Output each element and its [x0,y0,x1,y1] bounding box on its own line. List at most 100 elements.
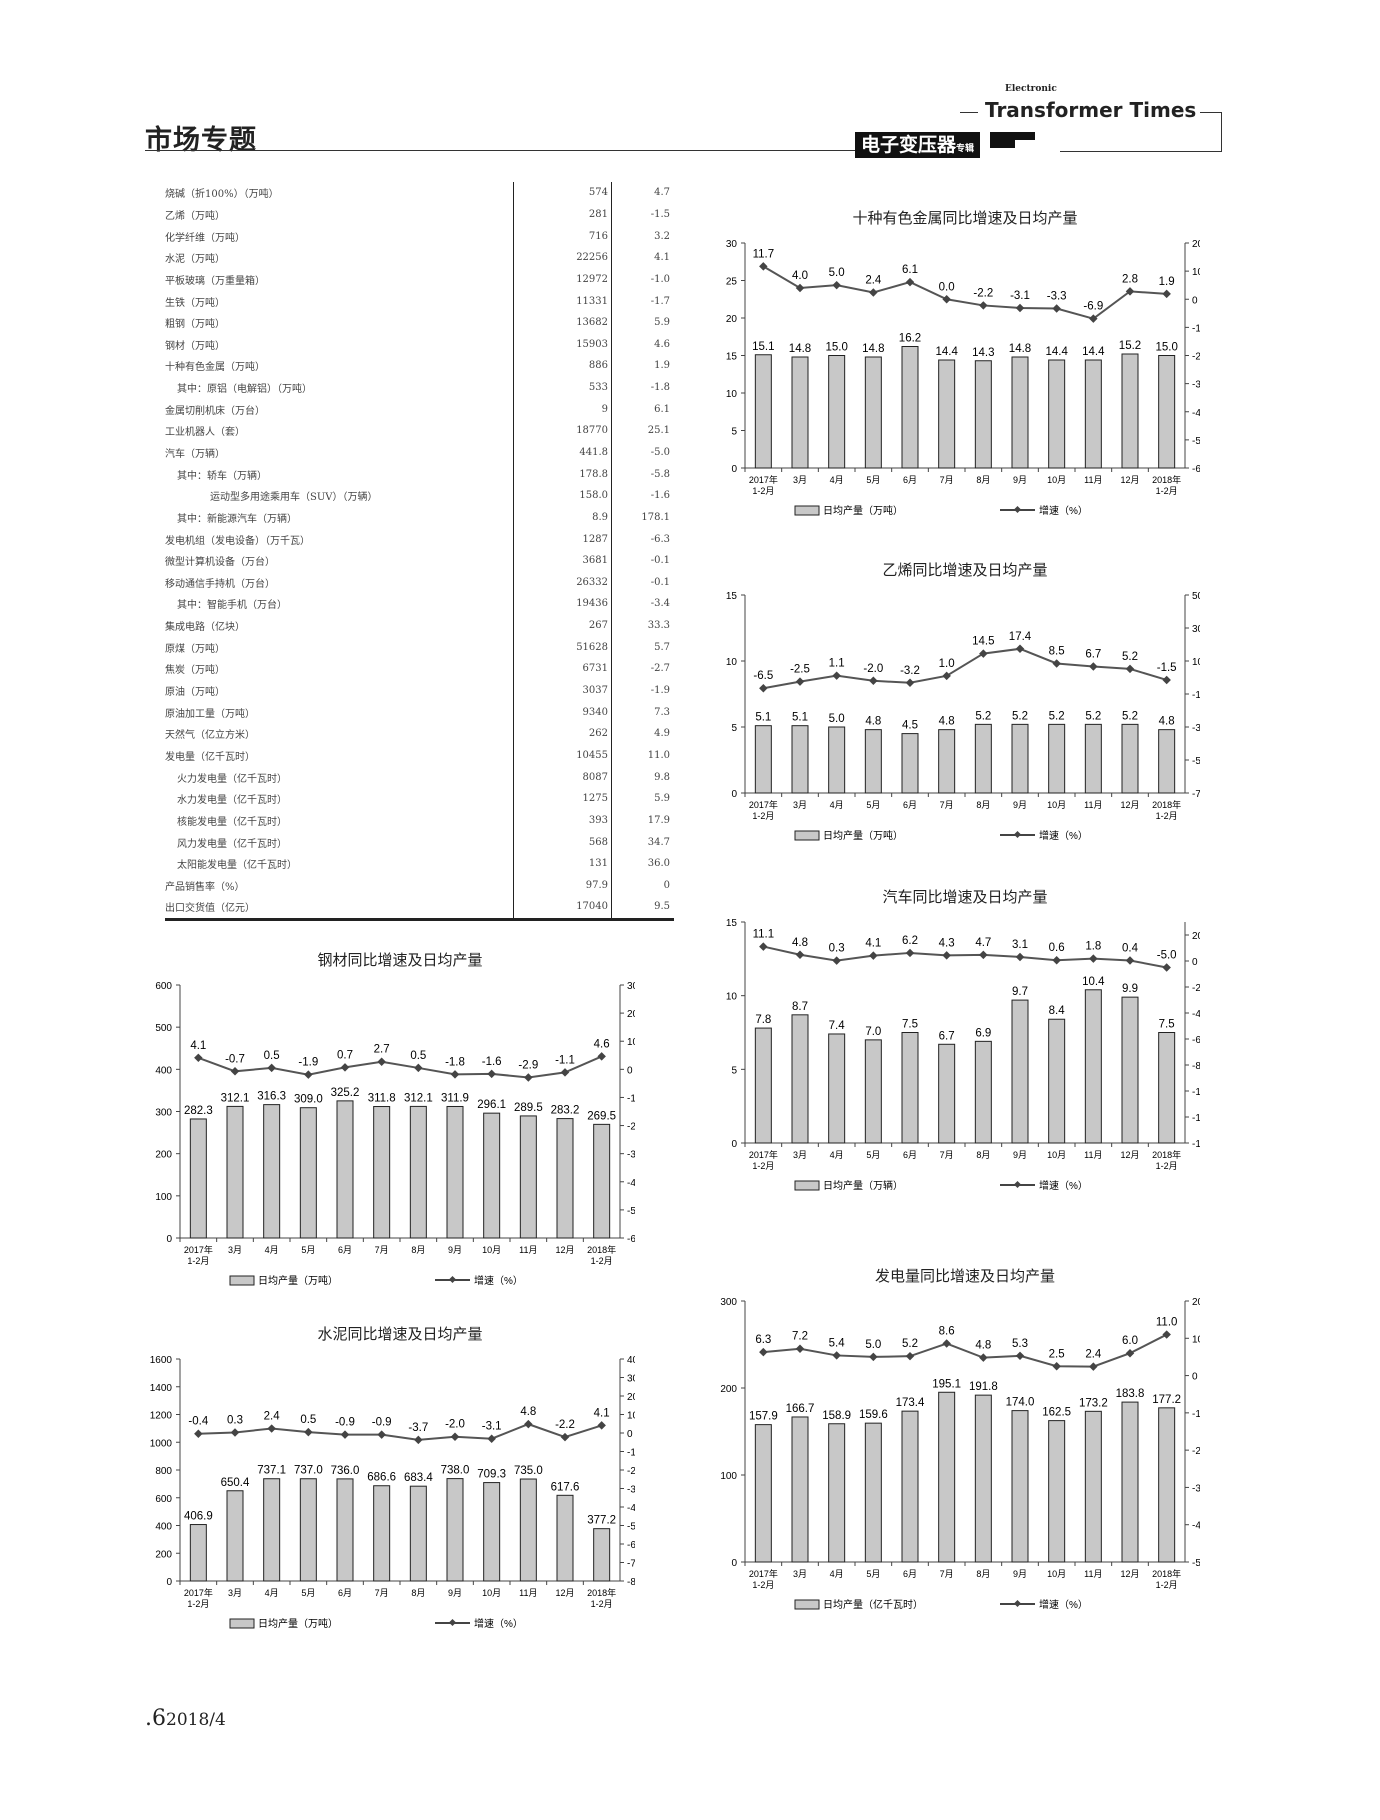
bar [1048,1420,1066,1563]
legend-line-marker [1013,1180,1022,1189]
x-tick-label: 10月 [1047,475,1066,485]
bar [409,1105,427,1239]
line-label: 6.7 [1085,648,1101,660]
left-tick-label: 0 [731,789,737,800]
bar-label: 162.5 [1042,1407,1071,1419]
right-tick-label: -50 [627,1206,635,1217]
bar-label: 166.7 [786,1403,815,1415]
right-tick-label: -60 [1192,464,1200,475]
right-tick-label: -30 [1192,1483,1200,1494]
x-tick-label: 11月 [1084,475,1102,485]
bar [1084,723,1102,794]
x-tick-label: 8月 [976,475,990,485]
line-point [759,1347,768,1357]
bar-label: 173.4 [896,1397,925,1409]
line-label: 4.8 [792,937,808,949]
x-tick-label: 3月 [793,1150,807,1160]
line-label: 4.3 [939,937,955,949]
bar [556,1118,574,1239]
x-tick-label: 1-2月 [1156,1161,1178,1171]
table-row: 天然气（亿立方米） 262 4.9 [165,723,674,745]
bar [263,1478,281,1582]
line-point [795,950,805,960]
bar-label: 177.2 [1152,1394,1181,1406]
x-tick-label: 3月 [793,475,807,485]
line-point [942,951,951,960]
left-tick-label: 600 [155,981,172,992]
bar-label: 282.3 [184,1105,213,1117]
line-point [1162,289,1171,299]
line-label: 7.2 [792,1331,808,1343]
bar [189,1118,207,1239]
line-point [942,671,951,681]
x-tick-label: 10月 [1047,1150,1066,1160]
line-label: 5.2 [902,1338,918,1350]
bar [263,1104,281,1239]
table-row: 十种有色金属（万吨） 886 1.9 [165,355,674,377]
line-label: -0.4 [188,1416,208,1428]
line-point [832,956,841,965]
line-point [1125,664,1135,674]
bar [409,1485,427,1582]
cell-name: 运动型多用途乘用车（SUV）（万辆） [210,492,378,504]
left-tick-label: 1200 [150,1411,173,1422]
bar [446,1105,464,1239]
left-tick-label: 200 [155,1549,172,1560]
bar [1084,989,1102,1144]
line-point [267,1063,276,1073]
x-tick-label: 2018年 [587,1587,616,1598]
bar [974,723,992,794]
line-point [1089,1362,1098,1371]
table-row: 粗钢（万吨） 13682 5.9 [165,311,674,334]
cell-name: 汽车（万辆） [165,449,225,460]
bar [938,729,956,794]
bar [336,1478,354,1582]
left-tick-label: 400 [155,1065,172,1076]
bar [1048,1018,1066,1144]
cell-growth: -1.6 [650,490,670,502]
line-label: -3.2 [900,665,920,677]
bar [938,1391,956,1563]
header-rule [145,150,855,151]
line-point [759,683,768,693]
chart-title: 钢材同比增速及日均产量 [317,952,482,969]
bar-label: 7.8 [755,1014,771,1026]
right-tick-label: -10 [1192,690,1200,701]
cell-name: 风力发电量（亿千瓦时） [177,838,287,850]
bar-label: 736.0 [331,1465,360,1477]
bar-label: 5.2 [1122,710,1138,722]
bar [1121,996,1139,1144]
bar [864,1422,882,1563]
header-rule [1221,112,1222,152]
line-label: 1.9 [1159,276,1175,288]
table-row: 微型计算机设备（万台） 3681 -0.1 [165,549,674,572]
bar-label: 195.1 [932,1378,961,1390]
bar-label: 5.1 [792,712,808,724]
x-tick-label: 10月 [1047,800,1066,810]
line-point [1052,955,1061,965]
bar [974,360,992,469]
cell-growth: -1.8 [650,382,670,394]
right-tick-label: -30 [627,1485,635,1496]
right-tick-label: -40 [1192,408,1200,419]
line-label: -2.0 [863,663,883,675]
right-tick-label: 0 [627,1429,633,1440]
bar-label: 4.8 [939,716,955,728]
x-tick-label: 8月 [411,1588,425,1598]
bar [1084,359,1102,469]
legend-line-label: 增速（%） [474,1274,523,1287]
bar [593,1123,611,1239]
line-point [377,1057,386,1066]
bar-label: 15.0 [825,342,847,354]
line-label: -3.1 [1010,290,1030,302]
left-tick-label: 5 [731,427,737,438]
line-label: -6.9 [1083,301,1103,313]
left-tick-label: 0 [166,1577,172,1588]
bar [373,1485,391,1582]
bar-label: 9.7 [1012,986,1028,998]
legend-bar-label: 日均产量（万吨） [823,504,903,517]
line-point [1162,1330,1171,1339]
bar [974,1040,992,1144]
x-tick-label: 8月 [976,800,990,810]
right-tick-label: 0 [1192,1372,1198,1383]
